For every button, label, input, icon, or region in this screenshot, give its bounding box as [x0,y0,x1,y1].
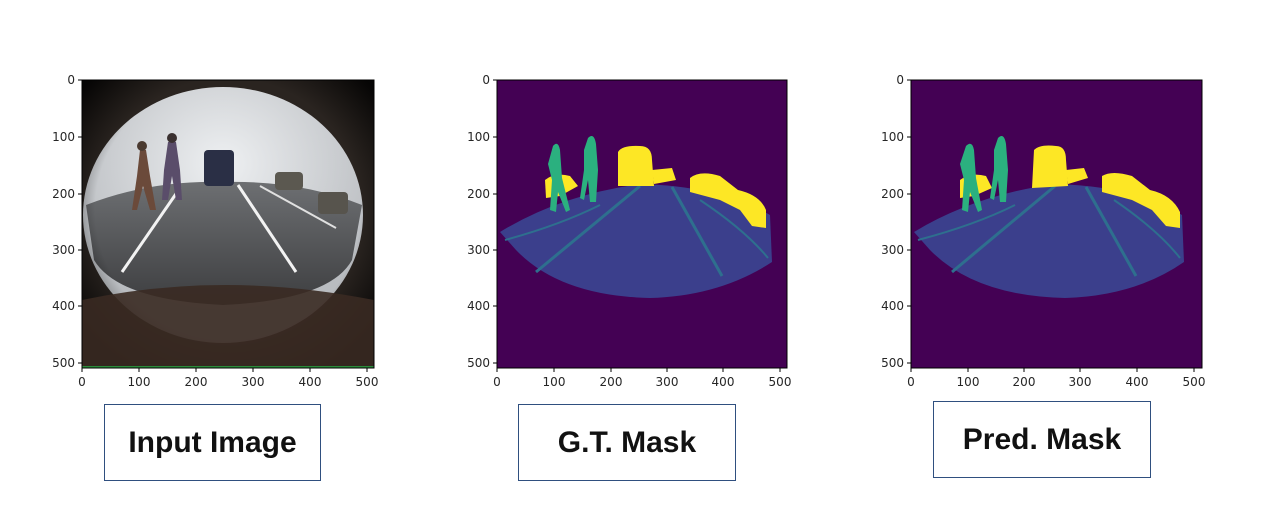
gt-mask-vehicle [652,168,676,184]
y-tick-label: 400 [467,299,490,313]
gt-mask-x-axis: 0 100 200 300 400 500 [493,368,791,389]
gt-mask-vehicle [690,173,766,228]
x-tick-label: 200 [600,375,623,389]
y-tick-label: 100 [881,130,904,144]
x-tick-label: 200 [185,375,208,389]
y-tick-label: 500 [467,356,490,370]
pred-mask-person [990,136,1008,202]
pred-mask-lane [951,184,1056,274]
panel-input-image: 0 100 200 300 400 500 0 100 200 300 400 … [52,73,378,389]
y-tick-label: 200 [881,187,904,201]
caption-gt-mask-text: G.T. Mask [557,425,697,459]
x-tick-label: 0 [78,375,86,389]
input-image-y-axis: 0 100 200 300 400 500 [52,73,82,370]
pred-mask-person [960,143,982,212]
x-tick-label: 300 [656,375,679,389]
y-tick-label: 300 [467,243,490,257]
pred-mask-x-axis: 0 100 200 300 400 500 [907,368,1205,389]
y-tick-label: 0 [482,73,490,87]
input-image-x-axis: 0 100 200 300 400 500 [78,368,378,389]
gt-mask-lane [504,204,601,241]
panel-gt-mask: 0 100 200 300 400 500 0 100 200 300 400 … [467,73,791,389]
x-tick-label: 0 [493,375,501,389]
x-tick-label: 400 [299,375,322,389]
gt-mask-road [500,184,772,298]
x-tick-label: 100 [543,375,566,389]
y-tick-label: 100 [467,130,490,144]
caption-input-image-text: Input Image [128,425,297,459]
pred-mask-axes-frame [910,79,1203,369]
gt-mask-vehicle [618,145,654,186]
gt-mask-person [580,136,598,202]
x-tick-label: 100 [957,375,980,389]
gt-mask-lane [699,199,769,259]
x-tick-label: 500 [356,375,379,389]
pred-mask-road [914,184,1184,298]
gt-mask-lane [535,184,641,274]
caption-gt-mask: G.T. Mask [518,404,736,481]
y-tick-label: 500 [52,356,75,370]
pred-mask-vehicle [1102,173,1180,228]
y-tick-label: 400 [881,299,904,313]
car-hood [82,285,374,368]
pred-mask-y-axis: 0 100 200 300 400 500 [881,73,911,370]
x-tick-label: 500 [769,375,792,389]
panel-pred-mask: 0 100 200 300 400 500 0 100 200 300 400 … [881,73,1205,389]
x-tick-label: 0 [907,375,915,389]
caption-input-image: Input Image [104,404,321,481]
pred-mask-vehicle [1032,145,1068,188]
y-tick-label: 0 [67,73,75,87]
gt-mask-person [548,143,570,212]
x-tick-label: 100 [128,375,151,389]
pred-mask-lane [1113,199,1181,259]
y-tick-label: 0 [896,73,904,87]
y-tick-label: 400 [52,299,75,313]
y-tick-label: 500 [881,356,904,370]
input-image-bottom-edge [82,366,374,368]
input-image-axes-frame [81,79,375,369]
x-tick-label: 300 [242,375,265,389]
x-tick-label: 400 [712,375,735,389]
y-tick-label: 200 [52,187,75,201]
pred-mask-vehicle [1066,168,1088,184]
caption-pred-mask-text: Pred. Mask [962,422,1122,456]
caption-pred-mask: Pred. Mask [933,401,1151,478]
y-tick-label: 200 [467,187,490,201]
x-tick-label: 500 [1183,375,1206,389]
pred-mask-lane [917,204,1016,241]
x-tick-label: 400 [1126,375,1149,389]
x-tick-label: 200 [1013,375,1036,389]
pred-mask-lane [1084,186,1138,277]
y-tick-label: 100 [52,130,75,144]
y-tick-label: 300 [52,243,75,257]
gt-mask-lane [670,186,724,277]
gt-mask-axes-frame [496,79,788,369]
gt-mask-y-axis: 0 100 200 300 400 500 [467,73,497,370]
y-tick-label: 300 [881,243,904,257]
x-tick-label: 300 [1069,375,1092,389]
